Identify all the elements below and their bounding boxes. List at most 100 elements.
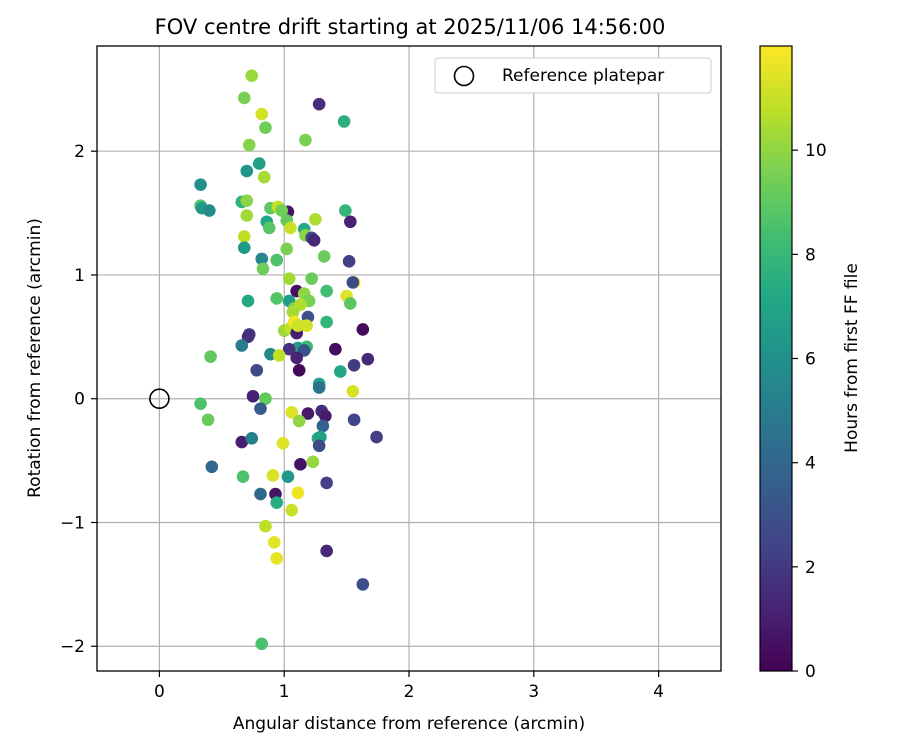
data-point — [342, 255, 356, 268]
y-tick-label: 0 — [74, 390, 85, 410]
colorbar-tick-label: 2 — [805, 558, 816, 578]
colorbar-label: Hours from first FF file — [842, 263, 862, 453]
colorbar-tick-label: 8 — [805, 245, 816, 265]
data-point — [306, 455, 320, 469]
data-point — [344, 297, 357, 310]
data-point — [254, 487, 267, 501]
colorbar-tick-label: 4 — [805, 454, 816, 474]
data-point — [337, 115, 351, 128]
data-point — [252, 157, 266, 170]
y-tick-label: −1 — [60, 513, 85, 533]
colorbar-tick-label: 0 — [805, 662, 816, 682]
colorbar-ticks: 0 2 4 6 8 10 — [792, 141, 827, 682]
data-point — [346, 384, 360, 398]
data-point — [307, 234, 321, 247]
data-point — [282, 272, 296, 285]
data-point — [312, 381, 326, 394]
data-point — [262, 221, 276, 235]
colorbar-tick-label: 10 — [805, 141, 827, 161]
data-point — [299, 133, 312, 147]
data-point — [356, 323, 370, 336]
data-point — [276, 436, 290, 450]
data-point — [241, 330, 255, 344]
data-point — [250, 363, 264, 377]
data-point — [292, 363, 306, 377]
data-point — [235, 435, 249, 449]
data-point — [280, 242, 293, 256]
data-point — [257, 170, 271, 184]
data-point — [266, 469, 280, 482]
data-point — [237, 241, 251, 255]
data-point — [270, 292, 284, 305]
data-point — [334, 365, 347, 378]
data-point — [285, 406, 298, 419]
data-point — [294, 458, 307, 471]
axis-ticks: 0 1 2 3 4 −2 −1 0 1 2 — [60, 142, 664, 702]
data-point — [320, 544, 333, 558]
data-point — [242, 138, 256, 152]
data-point — [275, 204, 289, 217]
chart-title: FOV centre drift starting at 2025/11/06 … — [155, 15, 666, 39]
legend-label: Reference platepar — [502, 66, 664, 86]
colorbar: 0 2 4 6 8 10 Hours from first FF file — [759, 45, 862, 682]
data-point — [309, 212, 322, 226]
data-point — [281, 470, 295, 483]
colorbar-gradient — [759, 45, 793, 672]
data-point — [347, 413, 361, 427]
x-tick-label: 3 — [528, 682, 539, 702]
data-point — [290, 351, 303, 365]
x-tick-label: 4 — [653, 682, 664, 702]
data-point — [270, 253, 284, 267]
data-point — [344, 215, 357, 229]
data-point — [346, 276, 360, 289]
data-point — [205, 460, 219, 474]
y-axis-label: Rotation from reference (arcmin) — [25, 218, 45, 498]
legend-box — [434, 57, 712, 94]
data-point — [201, 413, 215, 427]
x-tick-label: 2 — [404, 682, 415, 702]
data-point — [285, 503, 298, 517]
legend-marker — [453, 65, 475, 87]
data-point — [204, 350, 217, 363]
data-point — [292, 414, 306, 428]
data-point — [320, 476, 333, 490]
data-point — [317, 250, 331, 263]
data-point — [237, 91, 251, 105]
data-points — [194, 69, 383, 651]
data-point — [300, 319, 313, 333]
data-point — [370, 430, 383, 444]
x-tick-label: 1 — [279, 682, 290, 702]
y-tick-label: −2 — [60, 637, 85, 657]
data-point — [284, 221, 297, 235]
data-point — [356, 578, 370, 591]
data-point — [320, 284, 333, 298]
data-point — [291, 319, 305, 333]
data-point — [339, 204, 352, 217]
data-point — [301, 407, 315, 420]
data-point — [259, 519, 272, 533]
data-point — [240, 209, 254, 222]
legend: Reference platepar — [434, 57, 712, 94]
data-point — [245, 432, 259, 445]
data-point — [240, 164, 254, 178]
y-tick-label: 2 — [74, 142, 85, 162]
y-tick-label: 1 — [74, 266, 85, 286]
data-point — [282, 342, 296, 356]
data-point — [329, 342, 342, 356]
data-point — [240, 194, 254, 208]
data-point — [194, 178, 207, 191]
data-point — [286, 305, 300, 319]
data-point — [272, 349, 286, 362]
data-point — [319, 409, 332, 423]
data-point — [237, 230, 251, 243]
data-point — [267, 535, 281, 549]
data-point — [236, 470, 250, 483]
data-point — [255, 637, 269, 651]
reference-platepar-marker — [149, 388, 170, 410]
data-point — [291, 486, 305, 500]
data-point — [361, 352, 375, 366]
data-point — [347, 359, 361, 372]
data-point — [312, 439, 326, 453]
